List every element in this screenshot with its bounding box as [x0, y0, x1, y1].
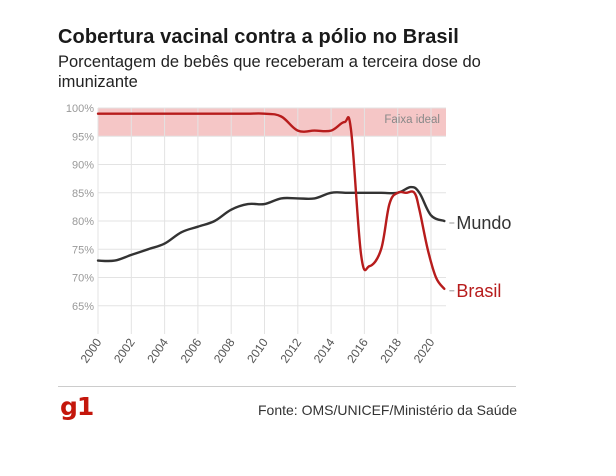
series-label-mundo: Mundo: [456, 213, 511, 233]
y-tick-label: 70%: [72, 273, 94, 285]
x-tick-label: 2008: [211, 335, 238, 365]
source-text: Fonte: OMS/UNICEF/Ministério da Saúde: [258, 402, 518, 418]
footer-divider: [58, 386, 516, 387]
x-tick-label: 2020: [411, 335, 438, 365]
ideal-band-label: Faixa ideal: [384, 114, 440, 126]
x-tick-label: 2002: [111, 335, 138, 365]
x-tick-label: 2016: [344, 335, 371, 365]
series-label-brasil: Brasil: [456, 281, 501, 301]
chart-title: Cobertura vacinal contra a pólio no Bras…: [58, 26, 459, 48]
y-tick-label: 80%: [72, 216, 94, 228]
x-tick-label: 2012: [277, 335, 304, 365]
g1-logo: g1: [60, 392, 94, 421]
y-tick-label: 100%: [66, 103, 94, 115]
series-line-brasil: [96, 112, 446, 290]
x-tick-label: 2010: [244, 335, 271, 365]
x-tick-label: 2000: [78, 335, 105, 365]
y-tick-label: 75%: [72, 244, 94, 256]
y-tick-label: 65%: [72, 301, 94, 313]
x-tick-label: 2004: [144, 335, 171, 365]
x-tick-label: 2006: [178, 335, 205, 365]
y-tick-label: 95%: [72, 131, 94, 143]
x-tick-label: 2018: [377, 335, 404, 365]
chart-subtitle: Porcentagem de bebês que receberam a ter…: [58, 53, 481, 91]
x-tick-label: 2014: [311, 335, 338, 365]
y-tick-label: 90%: [72, 160, 94, 172]
y-tick-label: 85%: [72, 188, 94, 200]
